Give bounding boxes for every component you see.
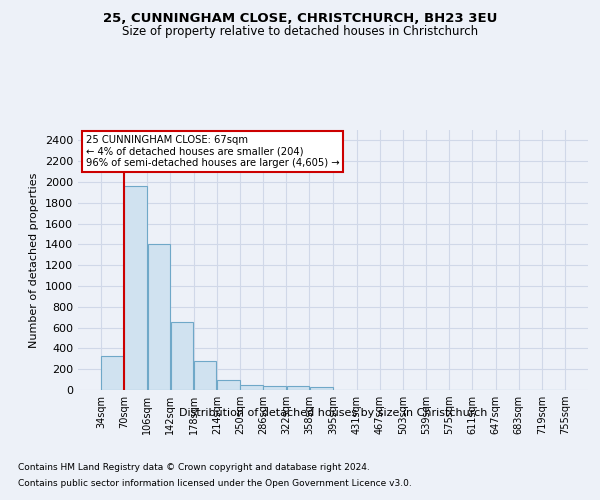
Bar xyxy=(287,386,309,390)
Y-axis label: Number of detached properties: Number of detached properties xyxy=(29,172,40,348)
Bar xyxy=(263,386,286,390)
Text: 25, CUNNINGHAM CLOSE, CHRISTCHURCH, BH23 3EU: 25, CUNNINGHAM CLOSE, CHRISTCHURCH, BH23… xyxy=(103,12,497,26)
Bar xyxy=(217,380,239,390)
Text: Contains HM Land Registry data © Crown copyright and database right 2024.: Contains HM Land Registry data © Crown c… xyxy=(18,462,370,471)
Text: 25 CUNNINGHAM CLOSE: 67sqm
← 4% of detached houses are smaller (204)
96% of semi: 25 CUNNINGHAM CLOSE: 67sqm ← 4% of detac… xyxy=(86,135,339,168)
Text: Size of property relative to detached houses in Christchurch: Size of property relative to detached ho… xyxy=(122,25,478,38)
Bar xyxy=(148,244,170,390)
Bar xyxy=(194,362,217,390)
Bar xyxy=(240,385,263,390)
Text: Distribution of detached houses by size in Christchurch: Distribution of detached houses by size … xyxy=(179,408,487,418)
Bar xyxy=(101,356,124,390)
Bar xyxy=(171,322,193,390)
Bar xyxy=(124,186,147,390)
Text: Contains public sector information licensed under the Open Government Licence v3: Contains public sector information licen… xyxy=(18,479,412,488)
Bar xyxy=(310,388,333,390)
